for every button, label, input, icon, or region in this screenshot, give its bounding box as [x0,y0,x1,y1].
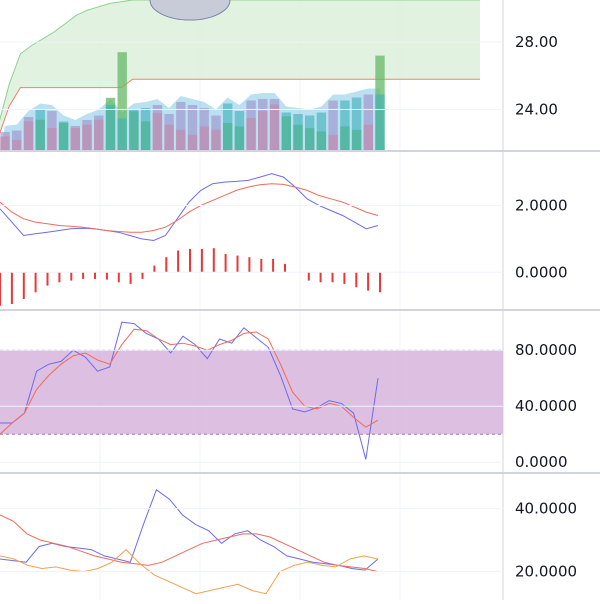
volume-bar [176,102,186,150]
volume-bar [58,121,69,150]
volume-bar [187,105,198,150]
y-tick-label: 0.0000 [515,453,568,471]
volume-bar [211,115,221,150]
volume-bar [82,120,92,150]
stochastic-panel [0,321,503,460]
y-tick-label: 0.0000 [515,263,568,281]
band-upper-line [0,0,480,121]
macd-line [0,173,379,242]
volume-bar [152,105,163,150]
price-bar [117,52,127,151]
dmi-plus-line [0,489,379,571]
volume-bar [234,111,245,150]
volume-bar [281,112,291,150]
stoch-d-line [0,328,379,435]
dmi-panel [0,489,379,595]
volume-bar [23,117,34,150]
volume-bar [105,105,116,150]
y-tick-label: 2.0000 [515,196,568,214]
volume-bar [340,100,350,150]
volume-bar [12,130,22,150]
volume-bar [0,132,10,150]
dmi-minus-line [0,548,379,595]
volume-bar [223,103,233,150]
y-tick-label: 20.0000 [515,563,577,581]
volume-bar [94,115,104,150]
volume-bar [375,94,385,150]
y-tick-label: 40.0000 [515,397,577,415]
stochastic-band [0,350,503,435]
volume-bar [164,114,174,150]
volume-bar [246,100,256,150]
signal-line [0,183,379,233]
y-tick-label: 28.00 [515,33,558,51]
band-lower-line [0,78,480,134]
cloud-shape [149,0,231,21]
volume-bar [351,97,362,150]
volume-bar [258,99,268,150]
y-tick-label: 80.0000 [515,341,577,359]
macd-panel [0,173,381,306]
volume-bar [199,108,209,150]
volume-bar [35,109,45,150]
volume-bar [316,112,327,150]
volume-bar [47,111,57,150]
volume-bar [70,126,80,150]
volume-bar [328,100,338,150]
band-fill [0,0,480,133]
volume-bar [305,115,315,150]
volume-bar [140,108,151,150]
volume-bar [129,109,139,150]
volume-bar [293,114,303,150]
y-tick-label: 24.00 [515,101,558,119]
dmi-adx-line [0,514,379,573]
price-volume-panel [0,0,480,151]
y-tick-label: 40.0000 [515,500,577,518]
volume-bar [269,99,280,150]
volume-bar [117,118,127,150]
volume-bar [363,94,373,150]
